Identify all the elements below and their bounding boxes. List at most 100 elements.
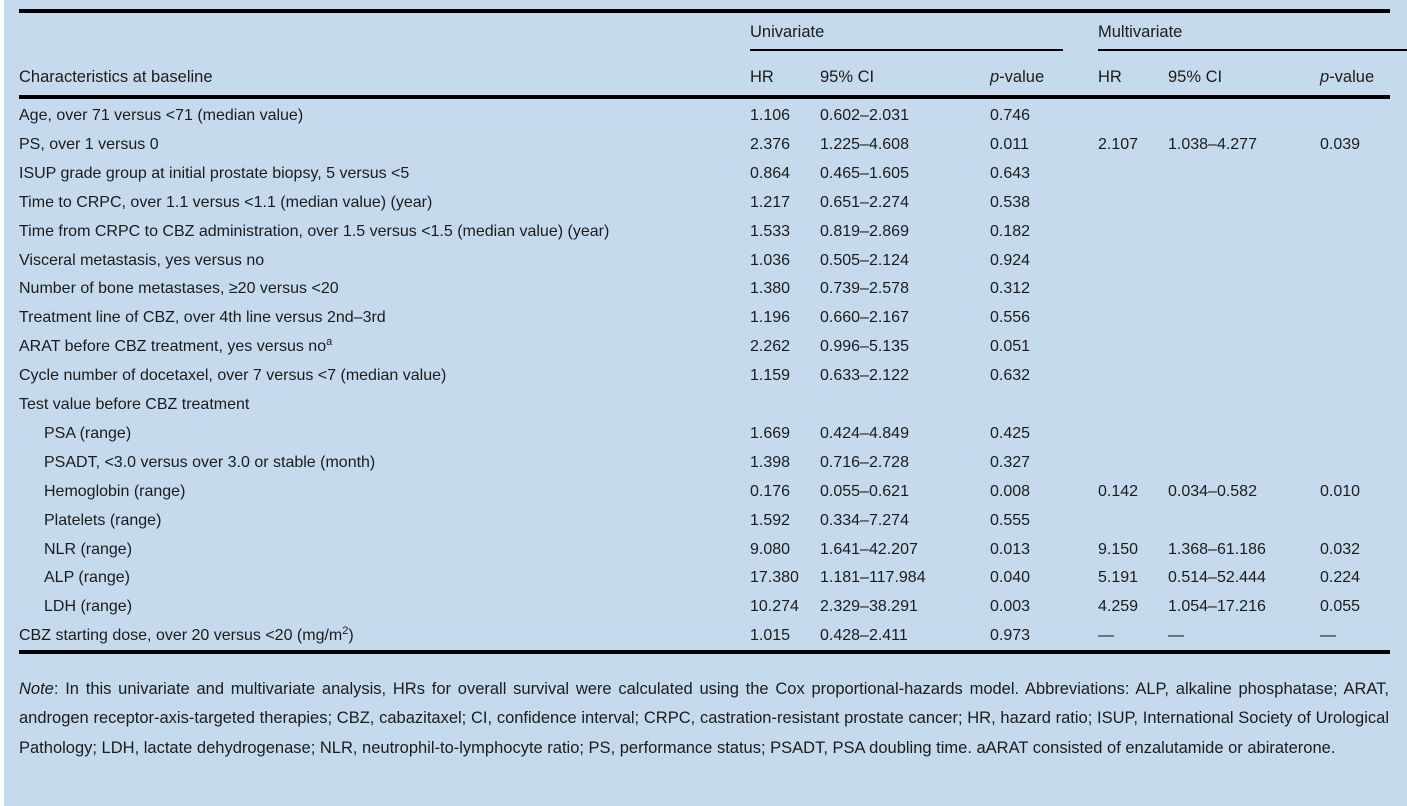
table-row: Visceral metastasis, yes versus no 1.036… [19,246,1390,275]
uni-ci-value: 1.225–4.608 [820,136,909,154]
row-label: Time from CRPC to CBZ administration, ov… [19,223,750,241]
row-label: ISUP grade group at initial prostate bio… [19,165,750,183]
multi-hr-value: 0.142 [1098,482,1139,500]
uni-ci-value: 0.716–2.728 [820,453,909,471]
multi-p-value: 0.010 [1320,482,1361,500]
row-label-text: PS, over 1 versus 0 [19,136,159,154]
top-rule [19,9,1390,13]
uni-ci-value: 0.651–2.274 [820,193,909,211]
table-panel: Univariate Multivariate Characteristics … [4,0,1407,806]
table-row: Hemoglobin (range) 0.176 0.055–0.621 0.0… [19,477,1390,506]
uni-p-value: 0.924 [990,251,1031,269]
table-row: ARAT before CBZ treatment, yes versus no… [19,333,1390,362]
row-label-text: Test value before CBZ treatment [19,396,250,414]
note-lead: Note [19,679,54,698]
row-label: Visceral metastasis, yes versus no [19,252,750,270]
uni-ci-header: 95% CI [820,67,875,86]
table-note: Note: In this univariate and multivariat… [19,675,1390,764]
p-italic: p [1320,67,1330,86]
uni-ci-value: 0.739–2.578 [820,280,909,298]
uni-ci-value: 0.055–0.621 [820,482,909,500]
multi-ci-value: — [1168,627,1184,645]
uni-hr-value: 1.196 [750,309,791,327]
multi-p-value: 0.224 [1320,569,1361,587]
uni-hr-value: 2.376 [750,136,791,154]
multi-hr-value: 9.150 [1098,540,1139,558]
row-label-text: Treatment line of CBZ, over 4th line ver… [19,309,386,327]
table-row: Number of bone metastases, ≥20 versus <2… [19,275,1390,304]
uni-hr-header: HR [750,67,774,86]
row-label-text: PSA (range) [44,424,132,442]
uni-p-value: 0.182 [990,222,1031,240]
multi-ci-header: 95% CI [1168,67,1223,86]
uni-p-value: 0.312 [990,280,1031,298]
row-label-text: CBZ starting dose, over 20 versus <20 (m… [19,627,343,645]
multi-p-value: 0.055 [1320,598,1361,616]
uni-ci-value: 0.819–2.869 [820,222,909,240]
table-row: CBZ starting dose, over 20 versus <20 (m… [19,622,1390,651]
table-row: PSA (range) 1.669 0.424–4.849 0.425 [19,419,1390,448]
table-row: Treatment line of CBZ, over 4th line ver… [19,304,1390,333]
table-body: Age, over 71 versus <71 (median value) 1… [19,99,1390,651]
row-label-superscript: a [326,336,333,349]
multivariate-group-header: Multivariate [1098,13,1407,51]
uni-hr-value: 10.274 [750,598,799,616]
table-row: ALP (range) 17.380 1.181–117.984 0.040 5… [19,564,1390,593]
row-label-text: Age, over 71 versus <71 (median value) [19,107,304,125]
row-label: LDH (range) [19,598,750,616]
table-row: Test value before CBZ treatment [19,390,1390,419]
uni-p-value: 0.011 [990,136,1029,154]
row-label-text: ISUP grade group at initial prostate bio… [19,164,410,182]
uni-hr-value: 1.533 [750,222,791,240]
multi-hr-value: 2.107 [1098,136,1139,154]
row-label: PS, over 1 versus 0 [19,136,750,154]
uni-hr-value: 1.159 [750,367,791,385]
row-label: PSADT, <3.0 versus over 3.0 or stable (m… [19,454,750,472]
row-label-text: Visceral metastasis, yes versus no [19,251,265,269]
uni-ci-value: 0.505–2.124 [820,251,909,269]
uni-hr-value: 0.864 [750,164,791,182]
multi-ci-value: 0.034–0.582 [1168,482,1257,500]
header-bottom-rule [19,95,1390,99]
uni-p-value: 0.973 [990,627,1031,645]
uni-p-value: 0.013 [990,540,1031,558]
uni-hr-value: 1.036 [750,251,791,269]
row-label-text: Time from CRPC to CBZ administration, ov… [19,222,610,240]
uni-p-value: 0.040 [990,569,1031,587]
table-row: NLR (range) 9.080 1.641–42.207 0.013 9.1… [19,535,1390,564]
uni-hr-value: 1.015 [750,627,791,645]
uni-p-value: 0.555 [990,511,1031,529]
multi-p-value: 0.032 [1320,540,1361,558]
uni-ci-value: 2.329–38.291 [820,598,918,616]
row-label-post: ) [348,627,354,645]
table-row: Time to CRPC, over 1.1 versus <1.1 (medi… [19,188,1390,217]
row-label: Cycle number of docetaxel, over 7 versus… [19,367,750,385]
multi-hr-value: 5.191 [1098,569,1139,587]
row-label: Time to CRPC, over 1.1 versus <1.1 (medi… [19,194,750,212]
table-row: ISUP grade group at initial prostate bio… [19,159,1390,188]
table-row: Cycle number of docetaxel, over 7 versus… [19,362,1390,391]
uni-p-value: 0.746 [990,107,1031,125]
uni-hr-value: 1.669 [750,424,791,442]
column-header-row: Characteristics at baseline HR 95% CI p-… [19,51,1390,95]
row-label: NLR (range) [19,541,750,559]
uni-hr-value: 1.106 [750,107,791,125]
uni-pvalue-header: p-value [990,68,1063,95]
uni-ci-value: 0.633–2.122 [820,367,909,385]
uni-ci-value: 1.641–42.207 [820,540,918,558]
univariate-group-header: Univariate [750,13,1063,51]
row-label-text: LDH (range) [44,598,133,616]
column-gap [1063,86,1098,95]
uni-p-value: 0.538 [990,193,1031,211]
uni-p-value: 0.008 [990,482,1031,500]
row-label: Treatment line of CBZ, over 4th line ver… [19,309,750,327]
table-row: Age, over 71 versus <71 (median value) 1… [19,102,1390,131]
multi-p-value: 0.039 [1320,136,1361,154]
row-label-text: Time to CRPC, over 1.1 versus <1.1 (medi… [19,193,433,211]
multi-ci-value: 1.038–4.277 [1168,136,1257,154]
table-row: Platelets (range) 1.592 0.334–7.274 0.55… [19,506,1390,535]
row-label-text: PSADT, <3.0 versus over 3.0 or stable (m… [44,453,376,471]
uni-ci-value: 0.334–7.274 [820,511,909,529]
p-rest: -value [999,67,1045,86]
uni-ci-value: 0.428–2.411 [820,627,908,645]
